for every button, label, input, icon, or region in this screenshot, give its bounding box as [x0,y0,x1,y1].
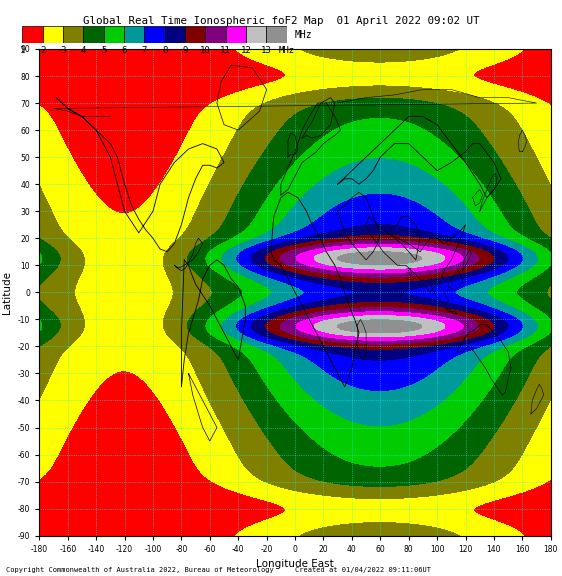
Text: MHz: MHz [279,46,294,55]
Bar [226,26,246,43]
Text: 9: 9 [182,46,188,55]
Bar [165,26,185,43]
Text: MHz: MHz [295,29,312,40]
Text: 12: 12 [241,46,251,55]
Text: 3: 3 [61,46,66,55]
Bar [144,26,165,43]
Text: 4: 4 [81,46,86,55]
Text: 7: 7 [142,46,147,55]
Bar [83,26,104,43]
Bar [266,26,287,43]
Bar [124,26,144,43]
Text: 1: 1 [20,46,25,55]
Y-axis label: Latitude: Latitude [2,271,12,314]
Bar [246,26,266,43]
Text: 10: 10 [200,46,211,55]
Text: Global Real Time Ionospheric foF2 Map  01 April 2022 09:02 UT: Global Real Time Ionospheric foF2 Map 01… [83,16,479,26]
Bar [205,26,226,43]
Bar [43,26,63,43]
Text: 5: 5 [101,46,106,55]
Text: 2: 2 [40,46,46,55]
X-axis label: Longitude East: Longitude East [256,559,334,569]
Bar [104,26,124,43]
Text: Copyright Commonwealth of Australia 2022, Bureau of Meteorology     Created at 0: Copyright Commonwealth of Australia 2022… [6,567,430,573]
Bar [22,26,43,43]
Text: 8: 8 [162,46,167,55]
Text: 13: 13 [261,46,271,55]
Bar [185,26,205,43]
Text: 11: 11 [220,46,231,55]
Bar [63,26,83,43]
Text: 6: 6 [121,46,127,55]
